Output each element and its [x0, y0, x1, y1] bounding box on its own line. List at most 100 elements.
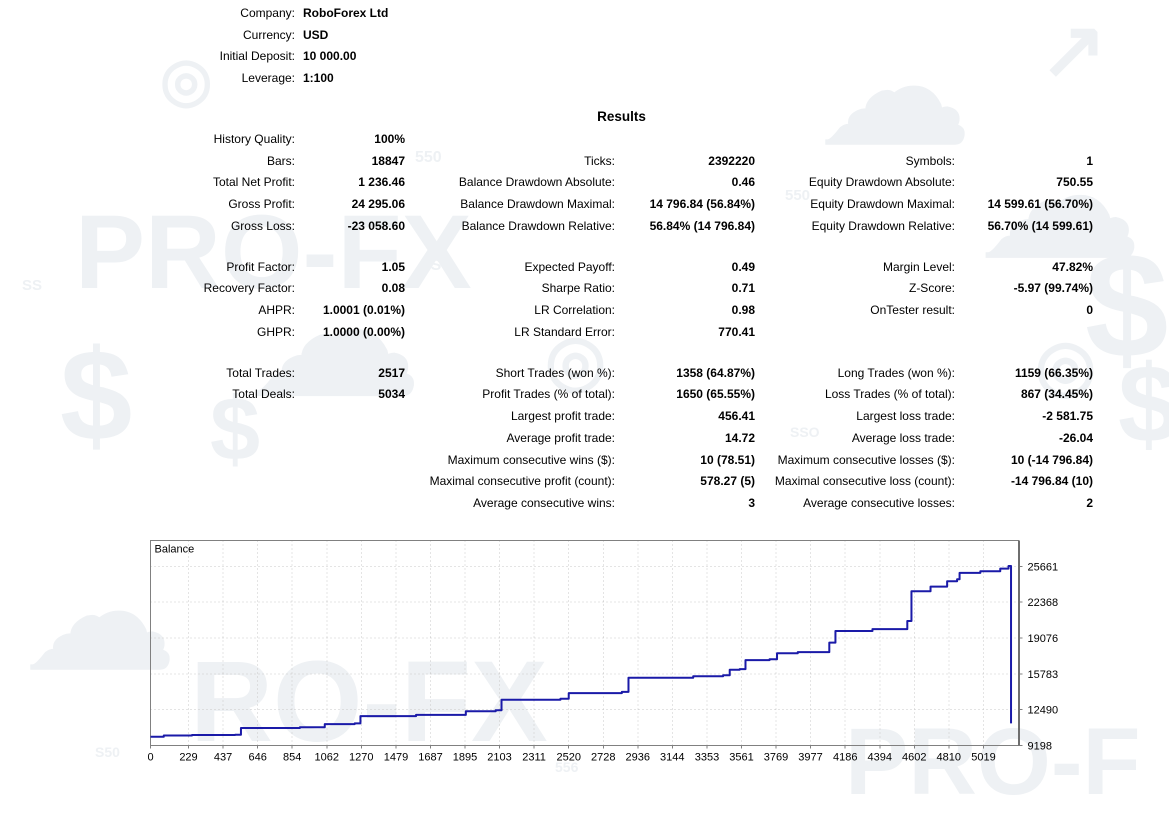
stat-row: AHPR: 1.0001 (0.01%) LR Correlation: 0.98 On…: [0, 300, 1093, 322]
header-value: USD: [303, 27, 329, 42]
stat-value: 56.84% (14 796.84): [649, 218, 755, 233]
stat-label: Balance Drawdown Maximal:: [460, 197, 615, 212]
stat-label: GHPR:: [256, 324, 295, 339]
stat-label: Expected Payoff:: [524, 259, 615, 274]
stat-value: [295, 428, 405, 450]
stat-value: 1650 (65.55%): [676, 387, 755, 402]
results-stats-table: History Quality: 100% Bars: 18847 Ticks: 2392…: [0, 129, 1093, 515]
header-row: Currency: USD: [0, 25, 388, 47]
stat-row: GHPR: 1.0000 (0.00%) LR Standard Error: 770…: [0, 322, 1093, 344]
stat-label: [755, 129, 955, 151]
x-tick-label: 4394: [868, 752, 892, 764]
stat-label: Bars:: [266, 153, 295, 168]
stat-label: Short Trades (won %):: [495, 365, 615, 380]
stat-value: 0.46: [731, 175, 755, 190]
stat-label: Maximum consecutive losses ($):: [777, 452, 955, 467]
x-tick-label: 4810: [937, 752, 961, 764]
stat-value: 47.82%: [1052, 259, 1093, 274]
chart-frame: [150, 540, 1019, 746]
stat-label: [405, 129, 615, 151]
y-tick-label: 19076: [1028, 633, 1059, 645]
balance-series-label: Balance: [155, 544, 195, 556]
x-tick-label: 4186: [833, 752, 857, 764]
x-tick-label: 3561: [729, 752, 753, 764]
stat-value: 18847: [371, 153, 405, 168]
x-tick-label: 2520: [556, 752, 580, 764]
stat-label: AHPR:: [258, 303, 295, 318]
x-tick-label: 854: [283, 752, 301, 764]
stat-value: 867 (34.45%): [1020, 387, 1093, 402]
stat-row: Recovery Factor: 0.08 Sharpe Ratio: 0.71 Z-S…: [0, 278, 1093, 300]
header-value: 10 000.00: [303, 49, 357, 64]
x-tick-label: 1270: [349, 752, 373, 764]
header-row: Initial Deposit: 10 000.00: [0, 46, 388, 68]
stat-value: 1 236.46: [358, 175, 405, 190]
stat-label: Balance Drawdown Relative:: [461, 218, 615, 233]
stat-label: Long Trades (won %):: [837, 365, 955, 380]
stat-row: Total Net Profit: 1 236.46 Balance Drawdow…: [0, 172, 1093, 194]
stat-label: Z-Score:: [908, 281, 955, 296]
watermark-text: $: [1085, 221, 1169, 389]
stat-label: Average loss trade:: [851, 430, 955, 445]
stat-label: Maximal consecutive profit (count):: [429, 474, 615, 489]
stat-value: 456.41: [718, 409, 755, 424]
stat-value: 1: [1086, 153, 1093, 168]
y-tick-label: 9198: [1028, 741, 1052, 753]
stat-row: Gross Profit: 24 295.06 Balance Drawdown M…: [0, 194, 1093, 216]
stat-value: -14 796.84 (10): [1010, 474, 1093, 489]
y-tick-label: 25661: [1028, 561, 1059, 573]
stat-label: Symbols:: [905, 153, 955, 168]
stat-value: 0.98: [731, 303, 755, 318]
y-tick-label: 22368: [1028, 597, 1059, 609]
stat-row: Largest profit trade: 456.41 Largest loss …: [0, 406, 1093, 428]
stat-label: OnTester result:: [870, 303, 955, 318]
header-row: Leverage: 1:100: [0, 68, 388, 90]
stat-value: -26.04: [1058, 430, 1093, 445]
x-tick-label: 0: [147, 752, 153, 764]
y-tick-label: 12490: [1028, 705, 1059, 717]
stat-value: [295, 450, 405, 472]
watermark-text: $: [1118, 343, 1169, 466]
stat-value: [295, 471, 405, 493]
x-tick-label: 2103: [487, 752, 511, 764]
stat-value: [955, 322, 1093, 344]
stat-label: Maximum consecutive wins ($):: [447, 452, 615, 467]
stat-row: Gross Loss: -23 058.60 Balance Drawdown Re…: [0, 216, 1093, 238]
stat-label: Average consecutive losses:: [803, 495, 955, 510]
stat-value: 1.0001 (0.01%): [322, 303, 405, 318]
stat-label: Gross Loss:: [230, 218, 295, 233]
stat-label: Sharpe Ratio:: [541, 281, 615, 296]
stat-label: Maximal consecutive loss (count):: [774, 474, 955, 489]
header-label: Initial Deposit:: [219, 49, 295, 64]
stat-value: -2 581.75: [1042, 409, 1093, 424]
stat-label: [0, 450, 295, 472]
stat-label: LR Standard Error:: [514, 324, 615, 339]
stat-value: 750.55: [1056, 175, 1093, 190]
x-tick-label: 229: [179, 752, 197, 764]
stat-value: 3: [748, 495, 755, 510]
stat-label: [755, 322, 955, 344]
stat-value: 0: [1086, 303, 1093, 318]
stat-label: Recovery Factor:: [203, 281, 295, 296]
stat-label: LR Correlation:: [534, 303, 615, 318]
stat-label: Largest profit trade:: [510, 409, 615, 424]
header-row: Company: RoboForex Ltd: [0, 3, 388, 25]
stat-label: Average profit trade:: [506, 430, 615, 445]
balance-chart: 0 229 437 646 854 1062 1270 1479 1687 1895 2103 231…: [147, 540, 1059, 764]
stat-value: 578.27 (5): [700, 474, 755, 489]
stat-value: 1358 (64.87%): [676, 365, 755, 380]
stat-label: Total Deals:: [232, 387, 295, 402]
y-tick-label: 15783: [1028, 669, 1059, 681]
stat-value: 1159 (66.35%): [1014, 365, 1093, 380]
x-tick-label: 3353: [695, 752, 719, 764]
stat-value: 1.05: [381, 259, 405, 274]
stat-value: 770.41: [718, 324, 755, 339]
stat-value: [615, 129, 755, 151]
x-tick-label: 2936: [626, 752, 650, 764]
x-tick-label: 2311: [522, 752, 546, 764]
stat-value: 14 796.84 (56.84%): [649, 197, 755, 212]
stat-value: 0.49: [731, 259, 755, 274]
stat-value: 5034: [378, 387, 405, 402]
stat-row: Bars: 18847 Ticks: 2392220 Symbols: 1: [0, 151, 1093, 173]
stat-row: Profit Factor: 1.05 Expected Payoff: 0.49 Ma…: [0, 257, 1093, 279]
